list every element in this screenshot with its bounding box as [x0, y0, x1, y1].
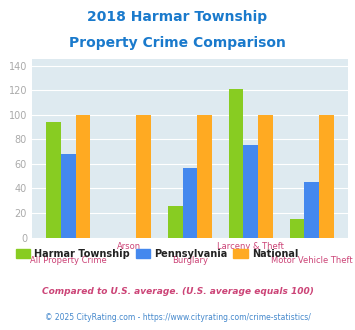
Text: Motor Vehicle Theft: Motor Vehicle Theft	[271, 256, 353, 265]
Bar	[258, 115, 273, 238]
Bar	[319, 115, 334, 238]
Legend: Harmar Township, Pennsylvania, National: Harmar Township, Pennsylvania, National	[12, 245, 302, 262]
Bar	[182, 168, 197, 238]
Bar	[290, 219, 304, 238]
Bar	[229, 89, 244, 238]
Text: Compared to U.S. average. (U.S. average equals 100): Compared to U.S. average. (U.S. average …	[42, 287, 313, 296]
Bar	[304, 182, 319, 238]
Bar	[244, 146, 258, 238]
Bar	[46, 122, 61, 238]
Bar	[136, 115, 151, 238]
Text: 2018 Harmar Township: 2018 Harmar Township	[87, 10, 268, 24]
Text: Burglary: Burglary	[172, 256, 208, 265]
Text: All Property Crime: All Property Crime	[30, 256, 106, 265]
Bar	[168, 206, 182, 238]
Bar	[76, 115, 90, 238]
Text: Larceny & Theft: Larceny & Theft	[217, 242, 284, 251]
Bar	[61, 154, 76, 238]
Text: © 2025 CityRating.com - https://www.cityrating.com/crime-statistics/: © 2025 CityRating.com - https://www.city…	[45, 314, 310, 322]
Bar	[197, 115, 212, 238]
Text: Property Crime Comparison: Property Crime Comparison	[69, 36, 286, 50]
Text: Arson: Arson	[117, 242, 141, 251]
